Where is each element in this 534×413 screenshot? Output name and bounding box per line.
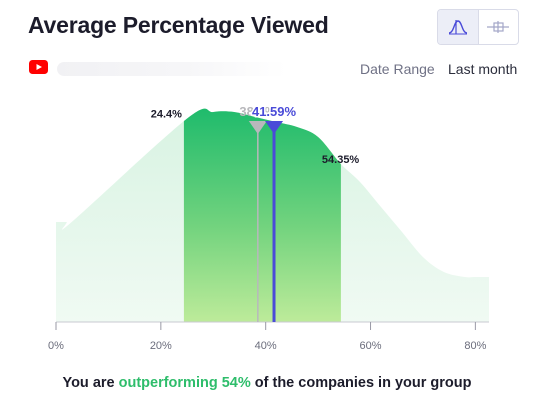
box-plot-icon bbox=[487, 21, 510, 33]
distribution-view-button[interactable] bbox=[438, 10, 479, 44]
x-tick-label: 40% bbox=[255, 340, 277, 352]
marker-label: 38.5% bbox=[239, 104, 276, 119]
box-plot-view-button[interactable] bbox=[479, 10, 519, 44]
x-axis: 0% 20% 40% 60% 80% bbox=[48, 321, 489, 352]
x-tick-label: 80% bbox=[464, 340, 486, 352]
page-title: Average Percentage Viewed bbox=[28, 12, 329, 38]
x-tick-label: 60% bbox=[360, 340, 382, 352]
date-range-label: Date Range bbox=[360, 61, 435, 77]
chart-view-toggle[interactable] bbox=[437, 9, 519, 45]
summary-highlight: outperforming 54% bbox=[118, 375, 251, 391]
highlight-range-area bbox=[183, 108, 341, 322]
percentile-markers: 38.5%41.59% bbox=[239, 103, 298, 322]
range-bound-label: 24.4% bbox=[151, 108, 182, 120]
distribution-chart: 0% 20% 40% 60% 80% 38.5%41.59% 24.4% 54.35% bbox=[48, 103, 489, 352]
youtube-icon bbox=[29, 60, 48, 74]
marker-pointer bbox=[248, 121, 267, 134]
range-bound-label: 54.35% bbox=[322, 154, 360, 166]
range-labels: 24.4% 54.35% bbox=[151, 108, 360, 166]
distribution-curve-icon bbox=[448, 20, 467, 35]
summary-suffix: of the companies in your group bbox=[250, 375, 472, 391]
marker-label: 41.59% bbox=[252, 104, 297, 119]
performance-summary: You are outperforming 54% of the compani… bbox=[0, 375, 534, 391]
marker-pointer bbox=[265, 121, 284, 134]
summary-prefix: You are bbox=[62, 375, 119, 391]
x-tick-label: 0% bbox=[48, 340, 64, 352]
x-tick-label: 20% bbox=[150, 340, 172, 352]
date-range-select[interactable]: Last month bbox=[448, 61, 518, 77]
channel-selector[interactable] bbox=[57, 62, 287, 76]
